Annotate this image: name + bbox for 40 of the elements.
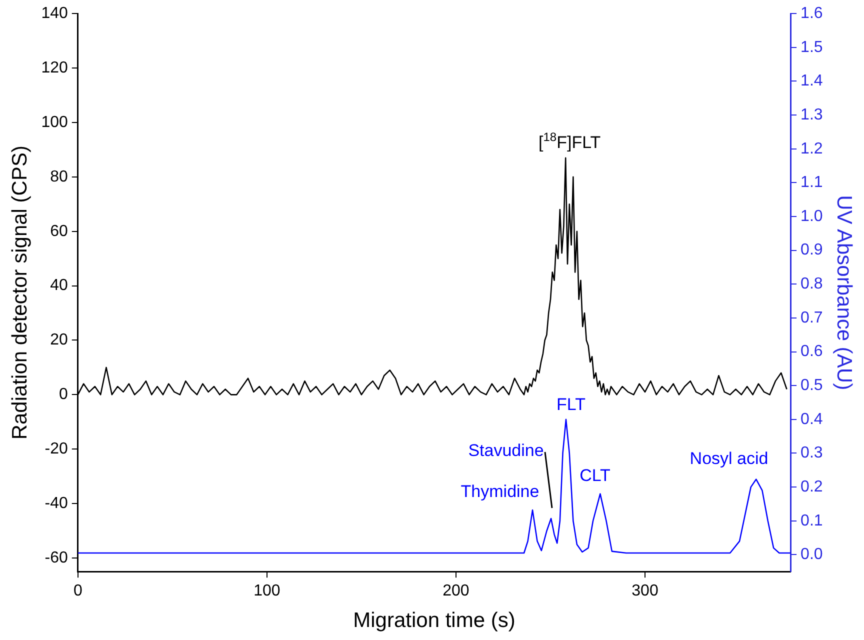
y2-tick-label: 0.3	[800, 444, 823, 462]
y2-tick-label: 0.8	[800, 276, 823, 293]
x-tick-label: 200	[442, 582, 470, 600]
y2-tick-label: 1.5	[800, 38, 823, 56]
y2-tick-label: 1.4	[800, 72, 823, 90]
y-tick-label: -60	[44, 549, 68, 566]
y2-tick-label: 0.9	[800, 242, 823, 259]
y-tick-label: 60	[50, 222, 68, 240]
y2-tick-label: 0.7	[800, 309, 823, 326]
x-tick-label: 0	[73, 582, 82, 600]
y-tick-label: 80	[50, 168, 68, 186]
x-tick-label: 300	[632, 582, 658, 600]
annotation: Thymidine	[460, 482, 540, 501]
annotation: FLT	[556, 395, 586, 414]
x-tick-label: 100	[254, 582, 280, 600]
y2-tick-label: 0.1	[800, 512, 823, 530]
y2-tick-label: 0.4	[800, 410, 823, 428]
y-tick-label: 140	[41, 5, 68, 22]
annotation: CLT	[580, 466, 610, 485]
y2-tick-label: 1.3	[800, 106, 823, 124]
y2-tick-label: 0.0	[800, 546, 823, 564]
y2-tick-label: 1.6	[800, 5, 823, 22]
y2-tick-label: 1.0	[800, 208, 823, 225]
y2-tick-label: 0.5	[800, 377, 823, 394]
x-axis-title: Migration time (s)	[353, 609, 516, 632]
y-tick-label: 120	[41, 59, 68, 76]
y2-tick-label: 1.2	[800, 140, 823, 158]
y-tick-label: 0	[58, 386, 68, 404]
y2-tick-label: 1.1	[800, 174, 823, 192]
y2-tick-label: 0.2	[800, 478, 823, 496]
y2-tick-label: 0.6	[800, 343, 823, 360]
y-axis-title: Radiation detector signal (CPS)	[8, 146, 32, 440]
y-tick-label: -40	[44, 494, 68, 512]
annotation: Stavudine	[468, 441, 544, 460]
y-tick-label: -20	[44, 440, 68, 458]
y-tick-label: 40	[50, 277, 68, 294]
annotation: Nosyl acid	[690, 449, 768, 468]
y2-axis-title: UV Absorbance (AU)	[832, 195, 856, 390]
y-tick-label: 100	[41, 114, 68, 131]
y-tick-label: 20	[50, 332, 68, 349]
